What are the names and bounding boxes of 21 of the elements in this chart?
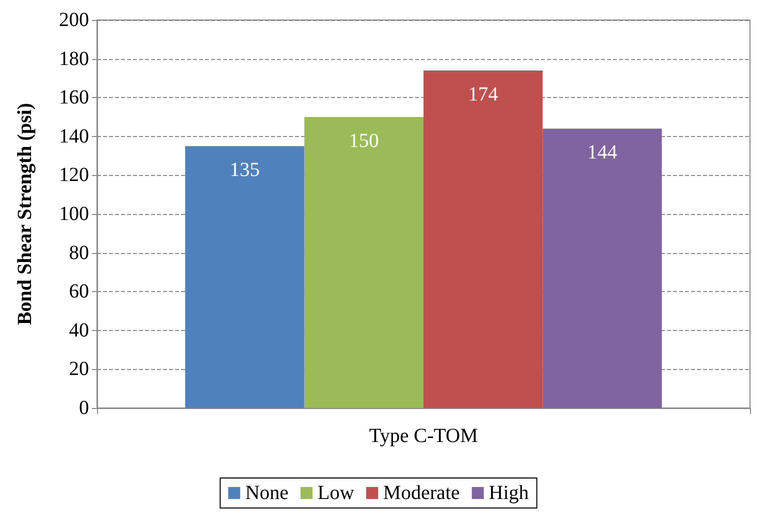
data-label: 150: [348, 130, 379, 152]
y-tick-label: 140: [59, 125, 89, 148]
y-tick-label: 20: [69, 358, 89, 380]
legend-label: None: [245, 482, 289, 504]
data-label: 144: [587, 142, 618, 164]
data-label: 174: [468, 83, 498, 106]
legend-label: Low: [318, 482, 355, 504]
y-tick-label: 80: [69, 242, 89, 264]
y-tick-label: 120: [59, 164, 89, 186]
x-tick-label: Type C-TOM: [369, 425, 478, 447]
y-tick-label: 40: [69, 319, 89, 342]
y-tick-label: 0: [79, 397, 89, 419]
y-tick-label: 160: [59, 86, 89, 109]
data-label: 135: [230, 159, 260, 182]
y-tick-label: 60: [69, 280, 89, 303]
y-axis-title: Bond Shear Strength (psi): [14, 102, 36, 326]
legend-label: Moderate: [383, 482, 460, 504]
y-tick-label: 180: [59, 48, 89, 70]
y-tick-label: 200: [59, 9, 89, 31]
y-tick-label: 100: [59, 203, 89, 225]
legend-label: High: [488, 482, 529, 504]
